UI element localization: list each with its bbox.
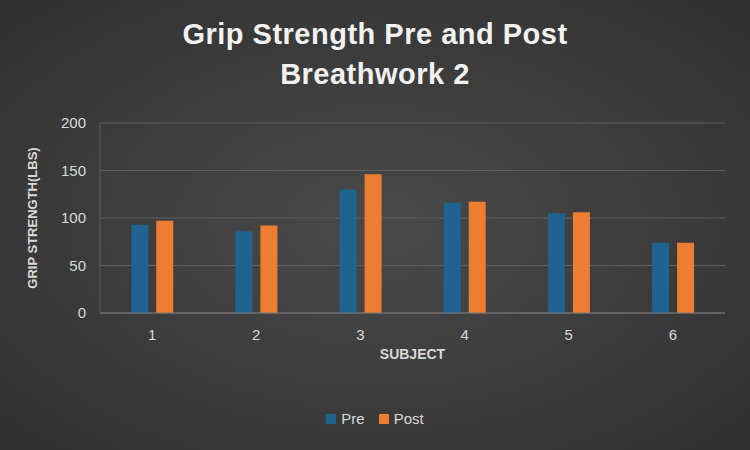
- svg-text:6: 6: [669, 326, 677, 343]
- html-text:Post: Post: [393, 410, 424, 427]
- svg-text:3: 3: [356, 326, 364, 343]
- svg-text:GRIP STRENGTH(LBS): GRIP STRENGTH(LBS): [25, 147, 40, 288]
- svg-text:2: 2: [252, 326, 260, 343]
- svg-text:4: 4: [460, 326, 468, 343]
- svg-text:0: 0: [78, 304, 86, 321]
- svg-text:200: 200: [61, 114, 86, 131]
- html-text:Pre: Pre: [341, 410, 365, 427]
- html-text:Grip Strength Pre and Post Bre: Grip Strength Pre and Post Breathwork 2: [182, 18, 568, 90]
- svg-text:1: 1: [148, 326, 156, 343]
- svg-text:50: 50: [69, 257, 86, 274]
- svg-text:5: 5: [565, 326, 573, 343]
- svg-text:SUBJECT: SUBJECT: [380, 346, 446, 362]
- svg-text:150: 150: [61, 162, 86, 179]
- svg-text:100: 100: [61, 209, 86, 226]
